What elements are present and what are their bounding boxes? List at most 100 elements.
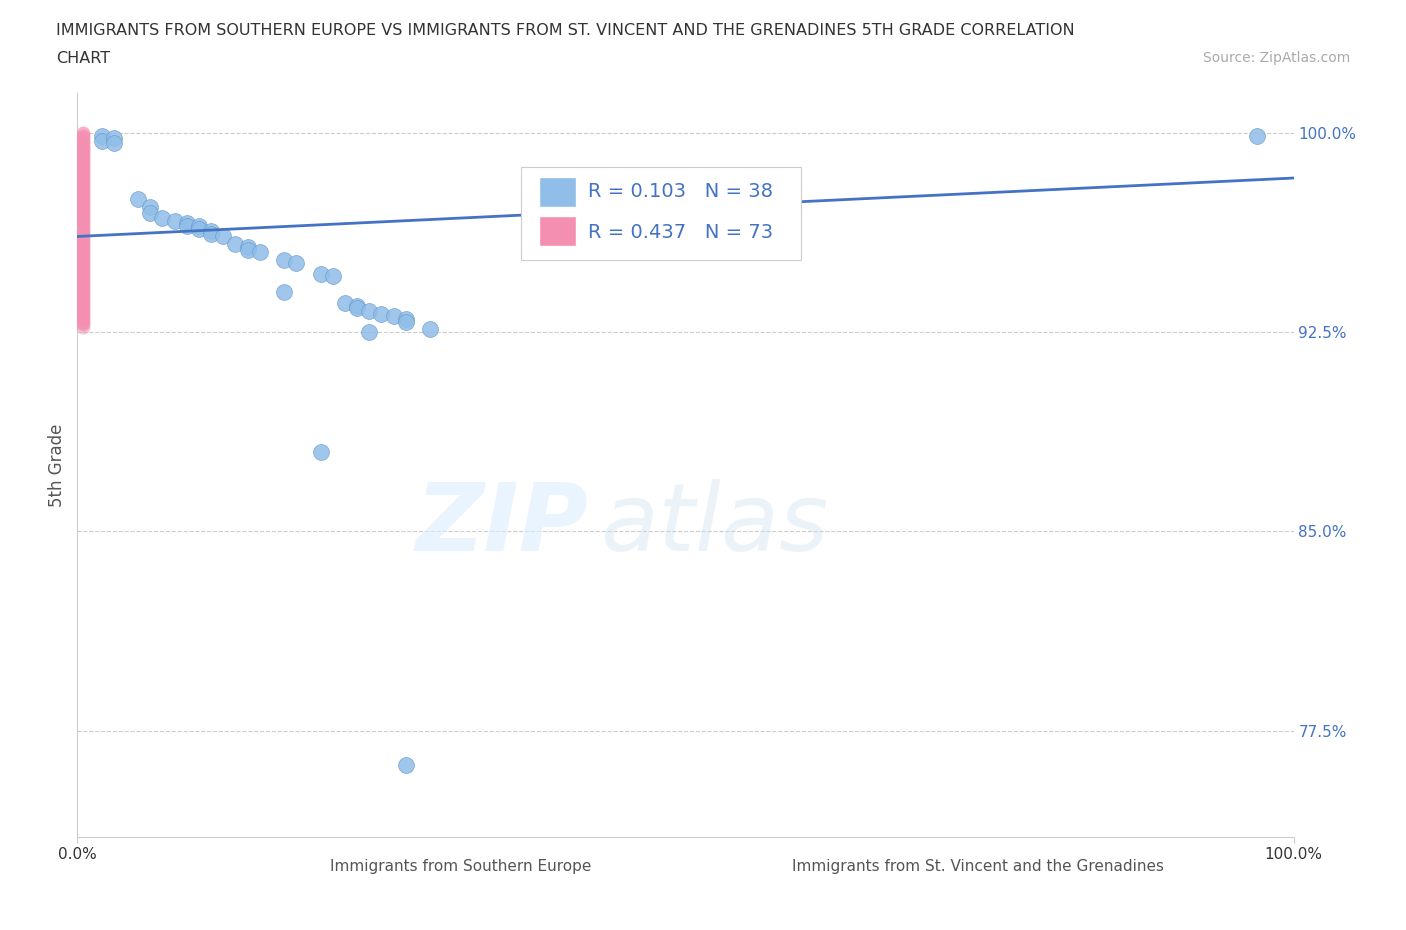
- Point: [72, 147, 94, 162]
- Point: [90, 128, 112, 143]
- Point: [72, 224, 94, 239]
- Point: [72, 192, 94, 206]
- Point: [200, 226, 222, 241]
- Point: [249, 245, 271, 259]
- Point: [72, 293, 94, 308]
- Point: [72, 285, 94, 299]
- Point: [72, 170, 94, 185]
- Point: [72, 152, 94, 166]
- Point: [333, 296, 356, 311]
- Point: [72, 150, 94, 165]
- Bar: [540, 216, 576, 246]
- Point: [72, 309, 94, 324]
- Point: [72, 187, 94, 202]
- Point: [72, 210, 94, 225]
- Point: [309, 445, 332, 459]
- Point: [72, 245, 94, 259]
- Y-axis label: 5th Grade: 5th Grade: [48, 423, 66, 507]
- Point: [72, 280, 94, 295]
- Point: [72, 287, 94, 302]
- Point: [176, 216, 198, 231]
- Point: [72, 229, 94, 244]
- Point: [72, 139, 94, 153]
- Point: [72, 173, 94, 188]
- Point: [72, 259, 94, 273]
- Point: [72, 157, 94, 172]
- Point: [72, 299, 94, 313]
- Point: [139, 200, 162, 215]
- Point: [72, 250, 94, 265]
- Point: [72, 306, 94, 321]
- Point: [163, 213, 186, 228]
- Text: R = 0.103   N = 38: R = 0.103 N = 38: [588, 182, 773, 202]
- Point: [72, 126, 94, 140]
- Point: [72, 189, 94, 204]
- Text: Immigrants from St. Vincent and the Grenadines: Immigrants from St. Vincent and the Gren…: [793, 859, 1164, 874]
- Point: [72, 261, 94, 276]
- Point: [72, 269, 94, 284]
- Point: [72, 247, 94, 262]
- Text: IMMIGRANTS FROM SOUTHERN EUROPE VS IMMIGRANTS FROM ST. VINCENT AND THE GRENADINE: IMMIGRANTS FROM SOUTHERN EUROPE VS IMMIG…: [56, 23, 1074, 38]
- Point: [72, 163, 94, 178]
- Text: Immigrants from Southern Europe: Immigrants from Southern Europe: [330, 859, 592, 874]
- Point: [395, 314, 418, 329]
- Point: [127, 192, 149, 206]
- Point: [72, 243, 94, 258]
- Point: [188, 221, 211, 236]
- Point: [273, 253, 295, 268]
- Point: [359, 303, 381, 318]
- Point: [212, 229, 235, 244]
- Point: [395, 312, 418, 326]
- Point: [72, 131, 94, 146]
- Point: [72, 206, 94, 220]
- Point: [72, 237, 94, 252]
- Point: [72, 184, 94, 199]
- Point: [72, 317, 94, 332]
- Point: [72, 176, 94, 191]
- Point: [72, 194, 94, 209]
- Point: [72, 166, 94, 180]
- Point: [1246, 128, 1268, 143]
- Point: [152, 210, 174, 225]
- Point: [72, 181, 94, 196]
- Point: [72, 160, 94, 175]
- Point: [72, 256, 94, 271]
- Bar: [540, 177, 576, 206]
- Point: [346, 300, 368, 315]
- Point: [72, 154, 94, 169]
- Text: atlas: atlas: [600, 479, 828, 570]
- Text: Source: ZipAtlas.com: Source: ZipAtlas.com: [1202, 51, 1350, 65]
- Point: [382, 309, 405, 324]
- Point: [72, 263, 94, 278]
- Point: [72, 290, 94, 305]
- Text: ZIP: ZIP: [415, 479, 588, 570]
- Point: [72, 300, 94, 315]
- Point: [224, 237, 246, 252]
- Point: [72, 133, 94, 148]
- Point: [72, 128, 94, 143]
- Point: [72, 232, 94, 246]
- Point: [72, 277, 94, 292]
- Point: [72, 312, 94, 326]
- Point: [236, 240, 259, 255]
- Point: [346, 299, 368, 313]
- Point: [72, 296, 94, 311]
- Point: [419, 322, 441, 337]
- Point: [72, 203, 94, 218]
- Point: [395, 758, 418, 773]
- Point: [72, 200, 94, 215]
- Point: [72, 234, 94, 249]
- Point: [72, 253, 94, 268]
- Point: [103, 131, 125, 146]
- Point: [322, 269, 344, 284]
- Point: [359, 325, 381, 339]
- Point: [72, 274, 94, 289]
- Point: [72, 219, 94, 233]
- Point: [285, 256, 308, 271]
- Text: CHART: CHART: [56, 51, 110, 66]
- Point: [188, 219, 211, 233]
- Point: [273, 285, 295, 299]
- Point: [72, 272, 94, 286]
- Point: [72, 141, 94, 156]
- FancyBboxPatch shape: [522, 167, 801, 260]
